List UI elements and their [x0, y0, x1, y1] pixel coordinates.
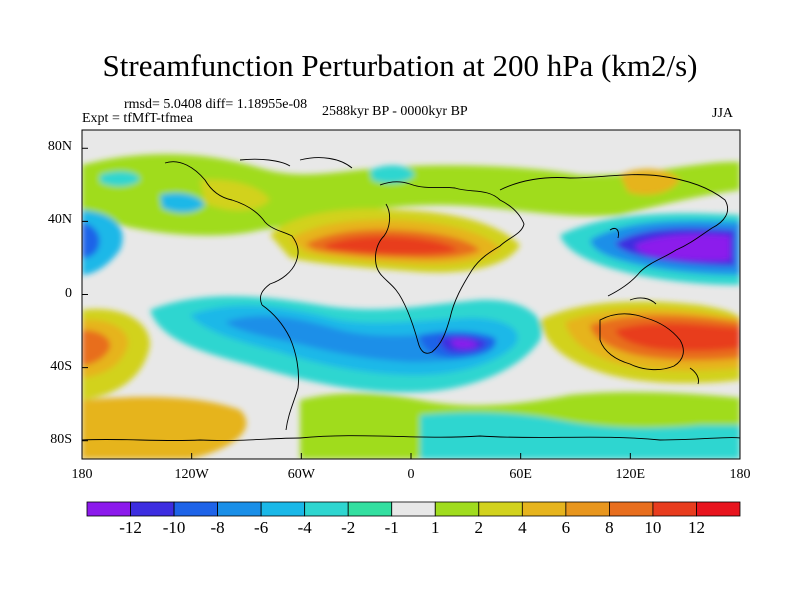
x-tick-label: 0 [407, 467, 415, 482]
x-tick-label: 180 [729, 467, 751, 482]
colorbar-label: -10 [162, 518, 186, 537]
colorbar-label: 12 [687, 518, 705, 537]
colorbar-swatch [652, 501, 697, 517]
x-tick-label: 60W [287, 467, 315, 482]
colorbar-swatch [173, 501, 218, 517]
period-label: 2588kyr BP - 0000kyr BP [322, 104, 468, 119]
colorbar-swatch [609, 501, 654, 517]
colorbar-label: -4 [297, 518, 312, 537]
colorbar-label: 10 [644, 518, 662, 537]
colorbar-swatch [478, 501, 523, 517]
x-tick-label: 120W [174, 467, 209, 482]
colorbar-label: 6 [561, 518, 571, 537]
x-tick-label: 60E [509, 467, 532, 482]
map-title: Streamfunction Perturbation at 200 hPa (… [102, 48, 698, 83]
colorbar-label: -8 [210, 518, 225, 537]
contour-field [82, 154, 740, 459]
colorbar-swatch [130, 501, 175, 517]
colorbar-label: -1 [384, 518, 399, 537]
colorbar-label: 8 [605, 518, 614, 537]
coastlines [82, 157, 740, 442]
x-tick-label: 180 [71, 467, 93, 482]
colorbar-label: 4 [518, 518, 527, 537]
y-tick-label: 80S [50, 431, 72, 447]
colorbar-swatch [86, 501, 131, 517]
colorbar-label: -2 [341, 518, 356, 537]
colorbar-swatch [304, 501, 349, 517]
colorbar-label: -12 [119, 518, 142, 537]
y-tick-label: 0 [65, 285, 72, 301]
colorbar-swatch [260, 501, 306, 517]
x-tick-label: 120E [615, 467, 646, 482]
colorbar-label: 2 [474, 518, 484, 537]
stats-line: rmsd= 5.0408 diff= 1.18955e-08 [124, 97, 308, 112]
tick-marks [81, 147, 741, 459]
y-tick-label: 80N [47, 139, 72, 155]
y-tick-label: 40S [50, 358, 72, 374]
season-label: JJA [712, 106, 734, 121]
colorbar-swatch [521, 501, 567, 517]
colorbar-swatch [391, 501, 436, 517]
colorbar-swatch [347, 501, 393, 517]
colorbar-swatch [217, 501, 262, 517]
colorbar [86, 501, 741, 517]
colorbar-swatch [565, 501, 610, 517]
colorbar-label: -6 [254, 518, 269, 537]
colorbar-label: 1 [431, 518, 440, 537]
y-tick-label: 40N [47, 212, 72, 228]
experiment-label: Expt = tfMfT-tfmea [82, 111, 193, 126]
colorbar-swatch [696, 501, 741, 517]
colorbar-swatch [434, 501, 480, 517]
